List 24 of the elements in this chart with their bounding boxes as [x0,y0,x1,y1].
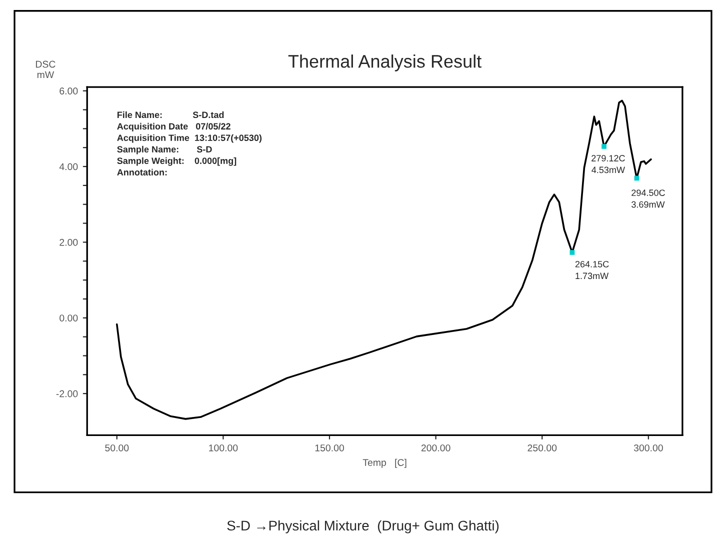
x-tick-label: 150.00 [315,444,344,452]
text: S-D →Physical Mixture (Drug+ Gum Ghatti) [227,520,499,534]
annotation: 279.12C 4.53mW [592,155,625,174]
annotation: Annotation: [117,168,167,176]
annotation: 264.15C 1.73mW [575,260,609,280]
annotation: 294.50C 3.69mW [632,190,665,208]
y-tick-label: 2.00 [60,238,78,246]
annotation: Acquisition Date 07/05/22 [117,122,230,132]
y-tick-label: 6.00 [60,88,78,94]
x-tick-label: 50.00 [105,444,129,452]
x-tick-label: 200.00 [421,444,450,452]
annotation: File Name: S-D.tad [117,111,224,118]
annotation: Acquisition Time 13:10:57(+0530) [117,134,262,143]
annotation: Sample Weight: 0.000[mg] [117,157,236,166]
x-tick-label: 100.00 [209,444,238,452]
y-tick-label: -2.00 [56,390,78,398]
x-tick-label: 250.00 [528,444,557,452]
x-tick-label: 300.00 [634,444,663,452]
y-tick-label: 0.00 [60,314,78,322]
chart-title: Thermal Analysis Result [288,54,482,72]
y-tick-label: 4.00 [59,163,78,170]
y-axis-title: DSC mW [36,60,56,78]
x-axis-title: Temp [C] [362,458,406,468]
annotation: Sample Name: S-D [117,146,212,154]
